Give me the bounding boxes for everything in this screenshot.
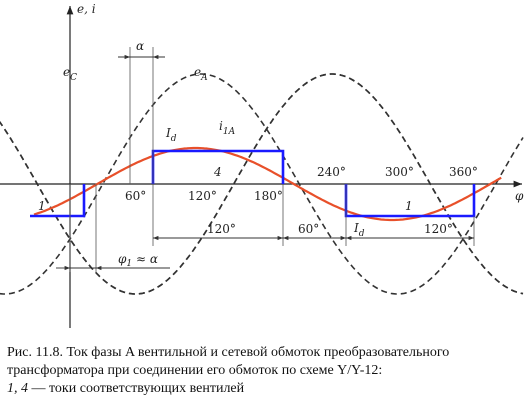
tick-360: 360° bbox=[449, 165, 478, 179]
label-id-bottom: Id bbox=[353, 221, 365, 239]
caption-line-3: 1, 4 — токи соответствующих вентилей bbox=[7, 380, 527, 398]
valve-pulse-left bbox=[30, 184, 86, 218]
caption-line-2: трансформатора при соединении его обмото… bbox=[7, 363, 383, 378]
caption-line-1: Рис. 11.8. Ток фазы A вентильной и сетев… bbox=[7, 345, 450, 360]
dim-120-b-label: 120° bbox=[424, 222, 453, 236]
y-axis-label: e, i bbox=[77, 2, 96, 16]
label-ea: eA bbox=[194, 65, 208, 83]
tick-240: 240° bbox=[317, 165, 346, 179]
pulse-label-negative: 1 bbox=[405, 199, 413, 213]
label-ec: eC bbox=[63, 65, 77, 83]
caption-valve-text: — токи соответствующих вентилей bbox=[28, 381, 245, 396]
tick-180: 180° bbox=[254, 189, 283, 203]
label-id-top: Id bbox=[165, 126, 177, 144]
dim-60-label: 60° bbox=[298, 222, 319, 236]
x-axis-label: φ bbox=[515, 189, 524, 203]
tick-60: 60° bbox=[125, 189, 146, 203]
label-i1a: i1A bbox=[219, 119, 236, 137]
voltage-ea-curve bbox=[0, 73, 524, 295]
caption-valve-numbers: 1, 4 bbox=[7, 381, 28, 396]
voltage-eb-curve bbox=[0, 73, 524, 295]
alpha-label: α bbox=[136, 39, 144, 53]
phi-label: φ1 ≈ α bbox=[118, 252, 158, 269]
tick-120: 120° bbox=[188, 189, 217, 203]
figure-caption: Рис. 11.8. Ток фазы A вентильной и сетев… bbox=[7, 344, 527, 398]
dim-120-a-label: 120° bbox=[207, 222, 236, 236]
pulse-label-positive: 4 bbox=[213, 165, 222, 179]
pulse-label-left: 1 bbox=[38, 199, 46, 213]
tick-300: 300° bbox=[385, 165, 414, 179]
